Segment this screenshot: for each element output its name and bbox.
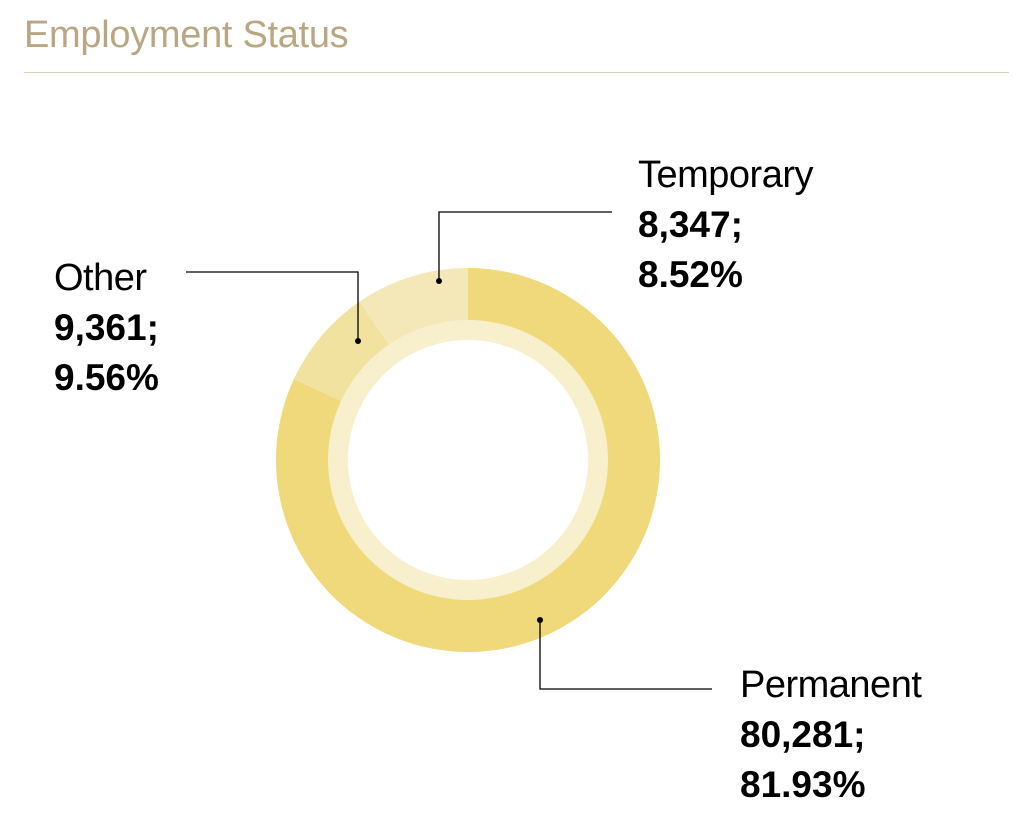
slice-value: 8,347; <box>638 204 743 245</box>
slice-percent: 8.52% <box>638 254 743 295</box>
slice-name: Temporary <box>638 154 814 196</box>
slice-name: Permanent <box>740 664 922 706</box>
slice-name: Other <box>54 257 147 299</box>
leader-line-temporary <box>438 211 612 281</box>
donut-hole <box>348 340 588 580</box>
leader-dot-permanent <box>537 617 543 623</box>
slice-label-other: Other 9,361; 9.56% <box>54 253 159 403</box>
slice-percent: 81.93% <box>740 764 866 805</box>
title-divider <box>24 72 1009 73</box>
chart-title: Employment Status <box>24 14 349 56</box>
leader-lines <box>186 211 712 690</box>
slice-label-temporary: Temporary 8,347; 8.52% <box>638 150 814 300</box>
leader-dot-other <box>355 338 361 344</box>
slice-label-permanent: Permanent 80,281; 81.93% <box>740 660 922 810</box>
chart-header: Employment Status <box>0 0 1033 74</box>
leader-line-other <box>186 271 359 341</box>
slice-value: 9,361; <box>54 307 159 348</box>
leader-dot-temporary <box>436 278 442 284</box>
leader-line-permanent <box>539 620 712 690</box>
slice-percent: 9.56% <box>54 357 159 398</box>
slice-value: 80,281; <box>740 714 866 755</box>
